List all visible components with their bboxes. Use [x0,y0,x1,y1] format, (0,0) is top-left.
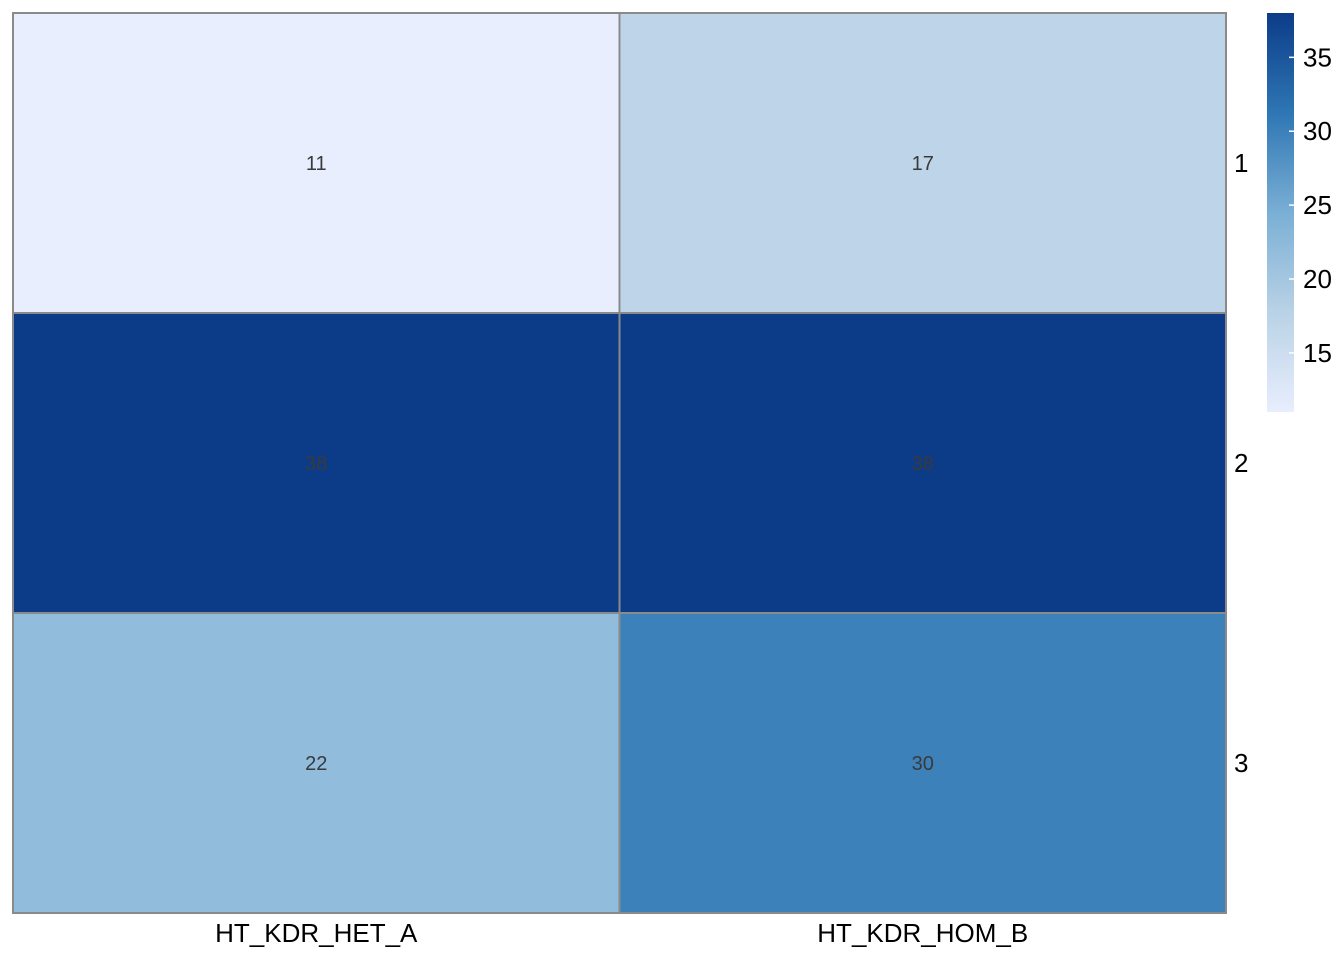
legend-tick-label-2: 20 [1303,264,1332,294]
heatmap-cell-r3-c1 [12,612,621,914]
row-label-1: 1 [1234,148,1248,178]
row-label-3: 3 [1234,748,1248,778]
row-label-2: 2 [1234,448,1248,478]
cell-value-label-r2-c1: 38 [305,453,327,475]
legend-color-bar [1267,13,1294,412]
legend-tick-label-5: 35 [1303,42,1332,72]
heatmap-cells [12,12,1227,914]
color-legend: 15 20 25 30 35 [1267,13,1332,412]
row-labels: 1 2 3 [1234,148,1248,778]
heatmap-cell-r3-c2 [618,612,1227,914]
cell-value-label-r3-c2: 30 [912,753,934,775]
heatmap-cell-r2-c2 [618,312,1227,614]
cell-value-label-r3-c1: 22 [305,753,327,775]
heatmap-cell-labels: 11 17 38 38 22 30 [305,153,934,775]
heatmap-cell-r1-c1 [12,12,621,314]
legend-tick-label-4: 30 [1303,116,1332,146]
heatmap-cell-r2-c1 [12,312,621,614]
cell-value-label-r1-c1: 11 [306,153,327,175]
cell-value-label-r2-c2: 38 [912,453,934,475]
legend-tick-label-3: 25 [1303,190,1332,220]
column-labels: HT_KDR_HET_A HT_KDR_HOM_B [215,918,1028,948]
legend-tick-label-1: 15 [1303,338,1332,368]
column-label-1: HT_KDR_HET_A [215,918,418,948]
heatmap-cell-r1-c2 [618,12,1227,314]
cell-value-label-r1-c2: 17 [912,153,934,175]
column-label-2: HT_KDR_HOM_B [817,918,1028,948]
